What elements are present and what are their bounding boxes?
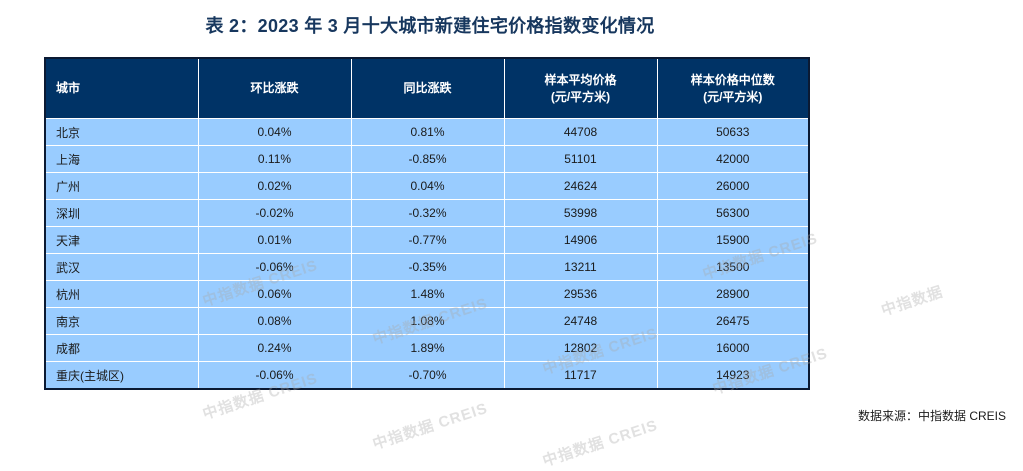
cell-avg: 53998 <box>504 199 658 227</box>
table-row: 杭州 0.06% 1.48% 29536 28900 <box>46 280 808 308</box>
table-row: 南京 0.08% 1.08% 24748 26475 <box>46 307 808 335</box>
cell-yoy: 0.81% <box>351 118 505 146</box>
cell-yoy: 0.04% <box>351 172 505 200</box>
cell-avg: 11717 <box>504 361 658 388</box>
cell-mom: 0.04% <box>198 118 352 146</box>
cell-median: 50633 <box>657 118 808 146</box>
cell-median: 26475 <box>657 307 808 335</box>
cell-median: 42000 <box>657 145 808 173</box>
watermark: 中指数据 <box>879 283 946 320</box>
cell-city: 重庆(主城区) <box>46 361 199 388</box>
cell-median: 56300 <box>657 199 808 227</box>
cell-yoy: 1.08% <box>351 307 505 335</box>
cell-mom: 0.24% <box>198 334 352 362</box>
price-index-table: 城市 环比涨跌 同比涨跌 样本平均价格 (元/平方米) 样本价格中位数 (元/平… <box>44 57 810 390</box>
cell-city: 广州 <box>46 172 199 200</box>
header-avg-price: 样本平均价格 (元/平方米) <box>504 59 658 119</box>
header-avg-price-line2: (元/平方米) <box>550 89 611 104</box>
cell-avg: 44708 <box>504 118 658 146</box>
cell-yoy: -0.32% <box>351 199 505 227</box>
cell-yoy: -0.85% <box>351 145 505 173</box>
watermark: 中指数据 CREIS <box>370 399 491 454</box>
cell-city: 天津 <box>46 226 199 254</box>
cell-mom: 0.11% <box>198 145 352 173</box>
cell-median: 13500 <box>657 253 808 281</box>
header-mom: 环比涨跌 <box>198 59 352 119</box>
table-row: 上海 0.11% -0.85% 51101 42000 <box>46 145 808 173</box>
cell-city: 上海 <box>46 145 199 173</box>
header-median-price-line2: (元/平方米) <box>703 89 763 104</box>
cell-yoy: -0.77% <box>351 226 505 254</box>
cell-mom: -0.06% <box>198 253 352 281</box>
cell-avg: 51101 <box>504 145 658 173</box>
cell-median: 26000 <box>657 172 808 200</box>
cell-median: 15900 <box>657 226 808 254</box>
table-title: 表 2：2023 年 3 月十大城市新建住宅价格指数变化情况 <box>205 16 655 36</box>
header-avg-price-line1: 样本平均价格 <box>544 72 617 87</box>
cell-yoy: -0.35% <box>351 253 505 281</box>
cell-city: 武汉 <box>46 253 199 281</box>
header-median-price: 样本价格中位数 (元/平方米) <box>657 59 808 119</box>
header-yoy: 同比涨跌 <box>351 59 505 119</box>
watermark: 中指数据 CREIS <box>540 416 661 471</box>
cell-avg: 14906 <box>504 226 658 254</box>
cell-mom: 0.06% <box>198 280 352 308</box>
cell-avg: 24748 <box>504 307 658 335</box>
cell-city: 深圳 <box>46 199 199 227</box>
cell-yoy: -0.70% <box>351 361 505 388</box>
cell-city: 杭州 <box>46 280 199 308</box>
cell-yoy: 1.48% <box>351 280 505 308</box>
cell-median: 14923 <box>657 361 808 388</box>
table-row: 成都 0.24% 1.89% 12802 16000 <box>46 334 808 362</box>
cell-avg: 24624 <box>504 172 658 200</box>
cell-avg: 13211 <box>504 253 658 281</box>
table-row: 深圳 -0.02% -0.32% 53998 56300 <box>46 199 808 227</box>
cell-mom: 0.01% <box>198 226 352 254</box>
table-header-row: 城市 环比涨跌 同比涨跌 样本平均价格 (元/平方米) 样本价格中位数 (元/平… <box>46 59 808 119</box>
cell-city: 南京 <box>46 307 199 335</box>
cell-mom: 0.08% <box>198 307 352 335</box>
cell-city: 北京 <box>46 118 199 146</box>
header-city: 城市 <box>46 59 199 119</box>
cell-median: 28900 <box>657 280 808 308</box>
table-row: 天津 0.01% -0.77% 14906 15900 <box>46 226 808 254</box>
cell-city: 成都 <box>46 334 199 362</box>
header-median-price-line1: 样本价格中位数 <box>690 72 775 87</box>
cell-yoy: 1.89% <box>351 334 505 362</box>
table-row: 武汉 -0.06% -0.35% 13211 13500 <box>46 253 808 281</box>
cell-avg: 12802 <box>504 334 658 362</box>
cell-median: 16000 <box>657 334 808 362</box>
cell-mom: 0.02% <box>198 172 352 200</box>
table-row: 北京 0.04% 0.81% 44708 50633 <box>46 118 808 146</box>
cell-avg: 29536 <box>504 280 658 308</box>
cell-mom: -0.06% <box>198 361 352 388</box>
table-row: 广州 0.02% 0.04% 24624 26000 <box>46 172 808 200</box>
cell-mom: -0.02% <box>198 199 352 227</box>
data-source-note: 数据来源：中指数据 CREIS <box>857 409 1006 423</box>
table-row: 重庆(主城区) -0.06% -0.70% 11717 14923 <box>46 361 808 388</box>
